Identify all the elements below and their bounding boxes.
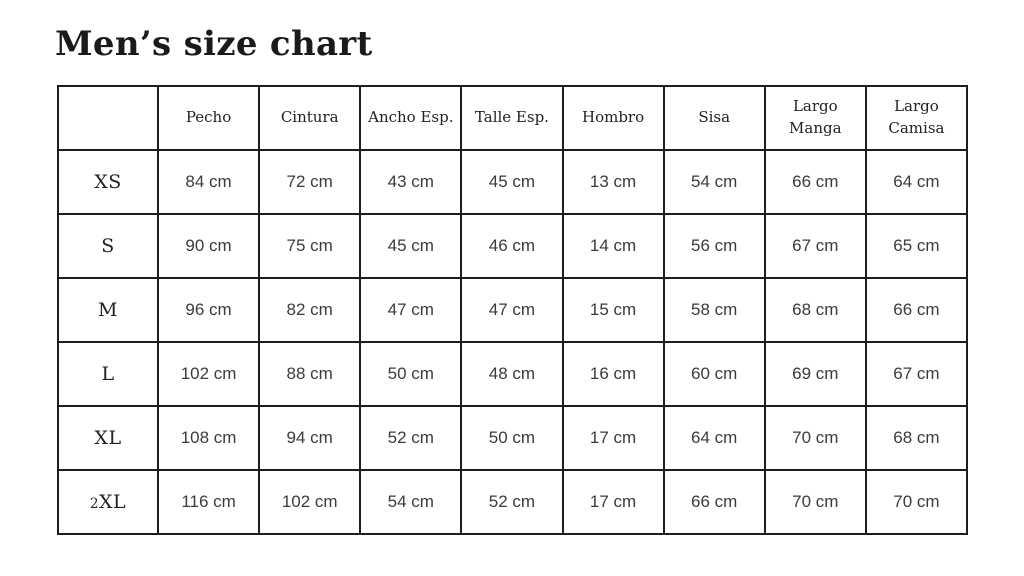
table-cell: 17 cm: [561, 469, 665, 535]
table-row: M 96 cm 82 cm 47 cm 47 cm 15 cm 58 cm 68…: [57, 277, 969, 343]
col-header-ancho-esp: Ancho Esp.: [359, 85, 463, 151]
table-cell: 116 cm: [156, 469, 261, 535]
table-cell: 82 cm: [258, 277, 362, 343]
table-row: Pecho Cintura Ancho Esp. Talle Esp. Homb…: [57, 85, 969, 151]
table-cell: 43 cm: [359, 149, 463, 215]
row-label-xl: XL: [57, 405, 159, 471]
table-cell: 50 cm: [460, 405, 564, 471]
table-row: XL 108 cm 94 cm 52 cm 50 cm 17 cm 64 cm …: [57, 405, 969, 471]
row-label-s: S: [57, 213, 159, 279]
table-cell: 69 cm: [763, 341, 867, 407]
col-header-hombro: Hombro: [561, 85, 665, 151]
col-header-largo-manga: Largo Manga: [763, 85, 867, 151]
table-cell: 47 cm: [359, 277, 463, 343]
table-cell: 52 cm: [460, 469, 564, 535]
table-cell: 64 cm: [662, 405, 766, 471]
table-cell: 72 cm: [258, 149, 362, 215]
table-cell: 17 cm: [561, 405, 665, 471]
table-header-row: Pecho Cintura Ancho Esp. Talle Esp. Homb…: [57, 85, 969, 151]
table-cell: 48 cm: [460, 341, 564, 407]
col-header-blank: [57, 85, 159, 151]
col-header-sisa: Sisa: [662, 85, 766, 151]
row-label-l: L: [57, 341, 159, 407]
table-cell: 90 cm: [156, 213, 261, 279]
table-cell: 50 cm: [359, 341, 463, 407]
table-cell: 68 cm: [763, 277, 867, 343]
table-row: S 90 cm 75 cm 45 cm 46 cm 14 cm 56 cm 67…: [57, 213, 969, 279]
table-cell: 67 cm: [763, 213, 867, 279]
table-cell: 102 cm: [156, 341, 261, 407]
table-cell: 66 cm: [864, 277, 969, 343]
row-label-2xl: 2XL: [57, 469, 159, 535]
table-cell: 60 cm: [662, 341, 766, 407]
table-cell: 94 cm: [258, 405, 362, 471]
table-cell: 70 cm: [763, 469, 867, 535]
table-cell: 66 cm: [763, 149, 867, 215]
table-cell: 15 cm: [561, 277, 665, 343]
table-cell: 64 cm: [864, 149, 969, 215]
table-cell: 65 cm: [864, 213, 969, 279]
table-cell: 102 cm: [258, 469, 362, 535]
table-cell: 75 cm: [258, 213, 362, 279]
table-cell: 45 cm: [359, 213, 463, 279]
table-cell: 68 cm: [864, 405, 969, 471]
table-row: 2XL 116 cm 102 cm 54 cm 52 cm 17 cm 66 c…: [57, 469, 969, 535]
table-row: XS 84 cm 72 cm 43 cm 45 cm 13 cm 54 cm 6…: [57, 149, 969, 215]
table-cell: 54 cm: [662, 149, 766, 215]
table-cell: 14 cm: [561, 213, 665, 279]
table-cell: 46 cm: [460, 213, 564, 279]
table-cell: 70 cm: [763, 405, 867, 471]
table-cell: 84 cm: [156, 149, 261, 215]
size-chart-table: Pecho Cintura Ancho Esp. Talle Esp. Homb…: [57, 85, 969, 535]
table-cell: 96 cm: [156, 277, 261, 343]
table-row: L 102 cm 88 cm 50 cm 48 cm 16 cm 60 cm 6…: [57, 341, 969, 407]
table-cell: 67 cm: [864, 341, 969, 407]
table-cell: 16 cm: [561, 341, 665, 407]
table-cell: 13 cm: [561, 149, 665, 215]
col-header-largo-camisa: Largo Camisa: [864, 85, 969, 151]
table-cell: 47 cm: [460, 277, 564, 343]
page-title: Men’s size chart: [55, 24, 373, 64]
row-label-m: M: [57, 277, 159, 343]
table-cell: 88 cm: [258, 341, 362, 407]
table-cell: 58 cm: [662, 277, 766, 343]
row-label-xs: XS: [57, 149, 159, 215]
table-cell: 54 cm: [359, 469, 463, 535]
table-cell: 56 cm: [662, 213, 766, 279]
table-cell: 108 cm: [156, 405, 261, 471]
table-cell: 45 cm: [460, 149, 564, 215]
col-header-pecho: Pecho: [156, 85, 261, 151]
col-header-cintura: Cintura: [258, 85, 362, 151]
table-cell: 52 cm: [359, 405, 463, 471]
table-cell: 66 cm: [662, 469, 766, 535]
col-header-talle-esp: Talle Esp.: [460, 85, 564, 151]
table-cell: 70 cm: [864, 469, 969, 535]
